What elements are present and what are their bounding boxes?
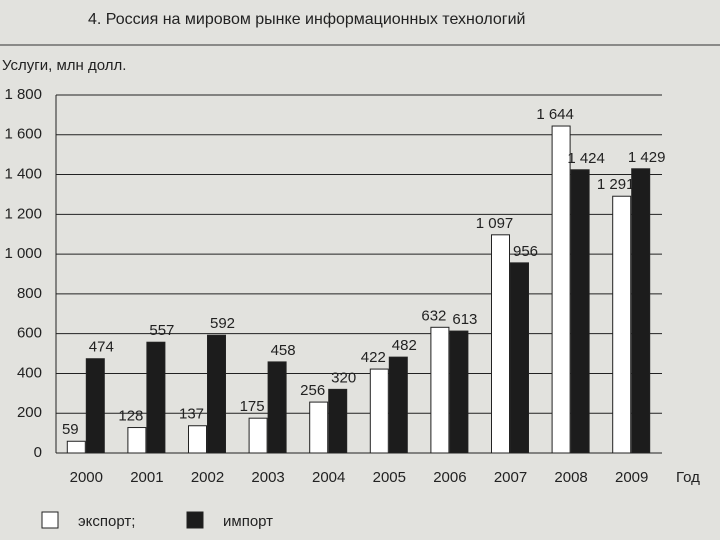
legend-swatch <box>186 511 204 529</box>
value-label: 422 <box>361 349 386 366</box>
value-label: 458 <box>271 342 296 359</box>
value-label: 175 <box>240 398 265 415</box>
legend-label: экспорт; <box>78 513 135 530</box>
legend-label: импорт <box>223 513 273 530</box>
x-tick-label: 2009 <box>615 469 648 486</box>
y-tick-label: 1 200 <box>4 205 42 222</box>
x-axis-label: Год <box>676 469 700 486</box>
bar <box>570 169 590 454</box>
bar <box>207 334 226 454</box>
value-label: 956 <box>513 243 538 260</box>
bar <box>612 195 632 454</box>
bar <box>248 417 268 454</box>
value-label: 592 <box>210 315 235 332</box>
y-tick-label: 1 400 <box>4 166 42 183</box>
value-label: 256 <box>300 382 325 399</box>
x-tick-label: 2000 <box>70 469 103 486</box>
y-tick-label: 0 <box>34 444 42 461</box>
value-label: 482 <box>392 337 417 354</box>
value-label: 1 291 <box>597 176 635 193</box>
bar <box>328 388 348 454</box>
value-label: 1 644 <box>536 106 574 123</box>
bar <box>267 361 287 454</box>
bar <box>510 262 529 454</box>
bar <box>85 358 105 454</box>
bar <box>631 168 651 454</box>
value-label: 59 <box>62 421 79 438</box>
bar <box>309 401 329 454</box>
value-label: 1 097 <box>476 215 514 232</box>
x-tick-label: 2006 <box>433 469 466 486</box>
y-tick-label: 1 600 <box>4 126 42 143</box>
y-tick-label: 600 <box>17 325 42 342</box>
bar <box>430 326 450 454</box>
chart-title: 4. Россия на мировом рынке информационны… <box>88 11 526 28</box>
y-axis-label: Услуги, млн долл. <box>2 57 126 74</box>
x-tick-label: 2003 <box>251 469 284 486</box>
value-label: 557 <box>149 322 174 339</box>
bar <box>551 125 571 454</box>
value-label: 613 <box>452 311 477 328</box>
value-label: 632 <box>421 307 446 324</box>
bar <box>188 425 207 454</box>
value-label: 320 <box>331 369 356 386</box>
value-label: 1 429 <box>628 149 666 166</box>
x-tick-label: 2001 <box>130 469 163 486</box>
bar <box>369 368 389 454</box>
y-tick-label: 200 <box>17 404 42 421</box>
legend-swatch <box>41 511 59 529</box>
y-tick-label: 800 <box>17 285 42 302</box>
bar <box>388 356 408 454</box>
x-tick-label: 2004 <box>312 469 345 486</box>
x-tick-label: 2007 <box>494 469 527 486</box>
value-label: 1 424 <box>567 150 605 167</box>
bar <box>127 427 147 454</box>
y-tick-label: 1 800 <box>4 86 42 103</box>
bar <box>449 330 469 454</box>
x-tick-label: 2005 <box>373 469 406 486</box>
y-tick-label: 400 <box>17 364 42 381</box>
value-label: 137 <box>179 406 204 423</box>
x-tick-label: 2002 <box>191 469 224 486</box>
y-tick-label: 1 000 <box>4 245 42 262</box>
value-label: 128 <box>118 408 143 425</box>
bar <box>146 341 166 454</box>
value-label: 474 <box>89 339 114 356</box>
x-tick-label: 2008 <box>554 469 587 486</box>
bar <box>491 234 510 454</box>
bar <box>66 440 86 454</box>
